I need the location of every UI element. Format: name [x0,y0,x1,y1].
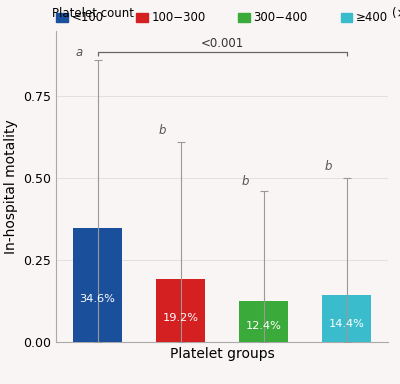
Text: b: b [324,160,332,173]
Text: <0.001: <0.001 [200,37,244,50]
Text: (×10⁹/L): (×10⁹/L) [392,7,400,20]
Bar [156,279,206,342]
Text: Platelet count: Platelet count [52,7,134,20]
Text: b: b [242,175,249,188]
Bar [322,295,372,342]
Text: a: a [76,46,83,58]
X-axis label: Platelet groups: Platelet groups [170,347,274,361]
Bar [73,228,122,342]
Bar [238,301,288,342]
Text: 34.6%: 34.6% [80,294,116,304]
Legend: <100, 100−300, 300−400, ≥400: <100, 100−300, 300−400, ≥400 [56,12,388,25]
Text: 19.2%: 19.2% [162,313,198,323]
Y-axis label: In-hospital motality: In-hospital motality [4,119,18,253]
Text: b: b [158,124,166,137]
Text: 12.4%: 12.4% [246,321,282,331]
Text: 14.4%: 14.4% [328,319,364,329]
